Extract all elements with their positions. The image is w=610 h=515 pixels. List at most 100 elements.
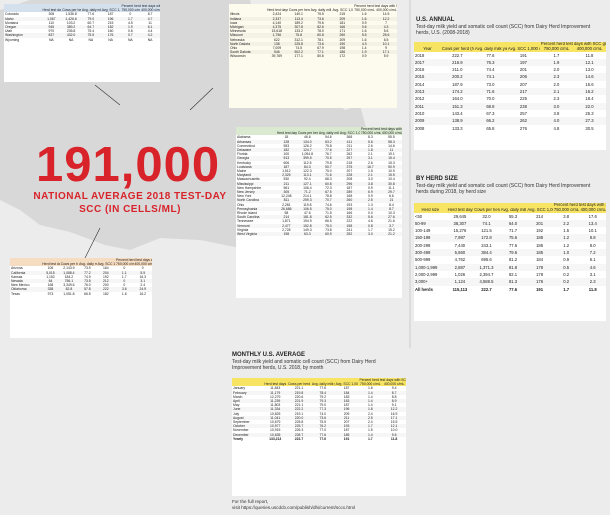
table-cell: 208: [346, 177, 353, 182]
table-cell: 77.6: [311, 433, 335, 437]
table-cell: 201: [526, 220, 553, 227]
table-row: Colorado 308 1,536.8 77.6 187 0 8.7: [4, 12, 160, 16]
table-cell: 21.6: [388, 219, 395, 224]
table-cell: 74.4: [486, 67, 495, 73]
table-cell: 11.8: [585, 52, 594, 58]
table-cell: 1.5: [367, 428, 373, 433]
table-row: Pennsylvania 26,686 106.5 75.0 198 1.4 8.7: [236, 207, 402, 211]
table-cell: 2,887: [447, 264, 474, 271]
table-row: 2017 216.9 76.3 197 1.9 12.1: [414, 59, 606, 66]
headline-number: 191,000: [36, 138, 221, 192]
table-cell: 66.2: [474, 117, 507, 124]
table-cell: 4.4: [147, 29, 153, 34]
table-cell: 172.8: [473, 234, 500, 241]
table-cell: 2.1: [360, 173, 381, 177]
table-row: Kentucky 606 112.5 79.8 218 2.6 15.3: [236, 161, 402, 165]
table-cell: 257: [519, 110, 527, 116]
table-cell: 3.1: [134, 279, 153, 283]
midwest-states-table: Percent herd test days with SCC greater …: [229, 4, 397, 108]
table-cell: 60.8: [310, 33, 332, 37]
footer-line1: For the full report,: [232, 499, 269, 504]
table-cell: 11.8: [390, 436, 398, 441]
table-row: South Carolina 214 181.8 62.5 332 5.6 27.6: [236, 215, 402, 219]
table-cell: 126.2: [303, 143, 312, 148]
monthly-subtitle: Test-day milk yield and somatic cell cou…: [232, 359, 376, 371]
table-cell: 4.6: [579, 264, 606, 271]
table-cell: 5.5: [134, 271, 153, 275]
table-row: Vermont 2,477 152.8 75.0 158 0.8 3.7: [236, 224, 402, 228]
table-cell: 182: [276, 148, 297, 152]
table-cell: 5.6: [383, 29, 389, 34]
table-cell: 2.0: [553, 67, 560, 73]
table-cell: 77.6: [508, 286, 518, 292]
table-cell: 1.9: [353, 50, 375, 54]
table-cell: 184: [335, 391, 359, 395]
table-cell: 2,325: [276, 173, 297, 177]
table-cell: 10,679: [270, 420, 281, 425]
table-cell: 115,113: [452, 286, 468, 292]
headline-caption-line2: SCC (IN CELLS/ML): [79, 204, 181, 215]
table-row: October 10,977 225.7 76.2 193 1.7 12.1: [232, 424, 406, 428]
table-cell: 1,371.3: [473, 264, 500, 271]
annual-title: U.S. ANNUAL: [416, 17, 455, 23]
table-cell: 64.7: [81, 25, 101, 29]
table-cell: 209: [343, 411, 350, 416]
table-cell: NA: [108, 37, 113, 42]
table-row: California 5,015 1,088.4 77.2 204 1.1 5.5: [10, 271, 152, 275]
table-cell: 222.7: [452, 52, 463, 58]
row-label: August: [232, 416, 263, 420]
table-cell: 2,281: [282, 202, 291, 207]
table-row: Utah 970 235.8 75.4 160 0.8 4.4: [4, 29, 160, 33]
table-cell: 5,660: [447, 249, 474, 256]
table-cell: 70.0: [486, 96, 495, 102]
table-cell: 4.5: [127, 20, 133, 25]
row-label: 2011: [414, 103, 441, 110]
table-cell: 103.2: [66, 20, 76, 25]
table-cell: 75.6: [500, 234, 527, 241]
table-row: Oregon 945 389.2 64.7 182 1.9 6.1: [4, 25, 160, 29]
table-cell: 12.1: [382, 424, 406, 428]
row-label: July: [233, 411, 240, 416]
table-cell: 0.9: [361, 54, 367, 59]
table-cell: 17.6: [588, 213, 597, 219]
table-cell: 21: [381, 198, 402, 202]
row-label: Connecticut: [237, 143, 255, 148]
table-cell: 6.1: [589, 257, 596, 263]
table-cell: 0.6: [353, 25, 375, 29]
table-cell: 11: [381, 148, 402, 152]
table-cell: 1.8: [360, 148, 381, 152]
table-row: Maryland 2,325 113.1 71.6 228 2.1 15.5: [236, 173, 402, 177]
table-cell: 122.3: [303, 169, 312, 174]
table-cell: 77.6: [319, 436, 327, 441]
table-cell: 2,728: [282, 227, 291, 232]
table-cell: 218: [346, 160, 353, 165]
row-label: Montana: [5, 20, 19, 25]
table-cell: NA: [88, 37, 94, 42]
table-cell: 7.2: [579, 249, 606, 256]
table-cell: 15.4: [381, 156, 402, 160]
table-cell: 71.7: [508, 228, 518, 234]
table-cell: 50.9: [381, 165, 402, 169]
table-cell: 9.1: [391, 403, 397, 408]
table-cell: 113.1: [297, 173, 318, 177]
table-cell: 64: [41, 279, 59, 283]
group-header: Percent herd test days with SCC greater …: [360, 127, 402, 131]
table-cell: 0.0: [368, 211, 373, 216]
footer-link[interactable]: visit https://queries.uscdcb.com/publish…: [232, 505, 356, 510]
table-row: December 10,635 228.7 77.6 185 1.4 9.6: [232, 433, 406, 437]
table-cell: 222: [346, 219, 353, 224]
table-cell: 188: [526, 234, 553, 241]
table-cell: 184: [536, 257, 544, 263]
table-cell: 16.9: [390, 411, 398, 416]
table-cell: 4,588.5: [473, 278, 500, 285]
table-cell: 1,054.8: [301, 152, 314, 157]
table-cell: 1.4: [358, 399, 382, 403]
group-header: Percent herd test days with SCC greater …: [553, 203, 606, 207]
row-label: December: [232, 433, 263, 437]
table-cell: 78.1: [317, 37, 324, 42]
table-cell: 76.0: [84, 283, 91, 288]
table-cell: 119.8: [303, 202, 312, 207]
row-label: Colorado: [5, 12, 19, 17]
